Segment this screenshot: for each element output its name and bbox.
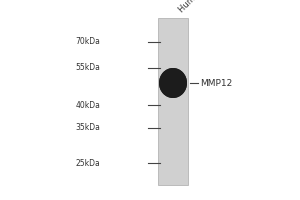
Ellipse shape <box>159 68 187 98</box>
Text: 55kDa: 55kDa <box>75 64 100 72</box>
Text: 35kDa: 35kDa <box>75 123 100 132</box>
Text: MMP12: MMP12 <box>200 78 232 88</box>
Text: Human heart: Human heart <box>177 0 222 14</box>
Text: 40kDa: 40kDa <box>75 100 100 110</box>
Text: 25kDa: 25kDa <box>75 158 100 168</box>
Ellipse shape <box>159 68 187 98</box>
Text: 70kDa: 70kDa <box>75 38 100 46</box>
Bar <box>158 18 188 185</box>
